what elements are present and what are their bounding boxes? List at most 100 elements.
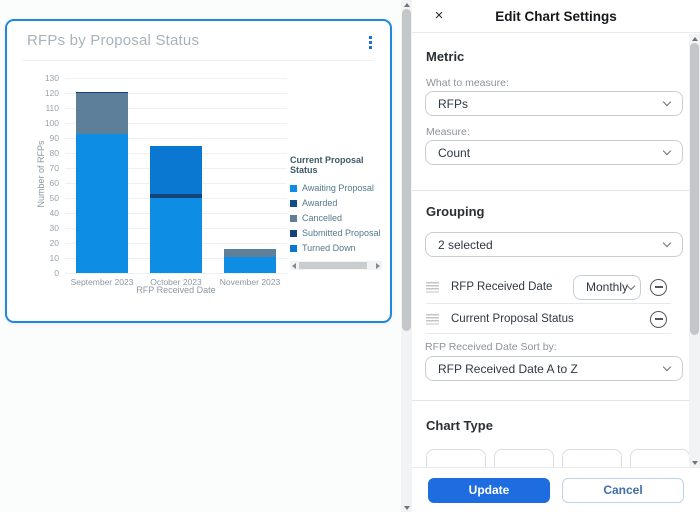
what-to-measure-select[interactable]: RFPs bbox=[425, 91, 683, 116]
measure-label: Measure: bbox=[426, 126, 470, 138]
close-icon[interactable]: × bbox=[434, 7, 444, 24]
update-button[interactable]: Update bbox=[428, 477, 550, 503]
panel-header: × Edit Chart Settings bbox=[412, 0, 700, 33]
scroll-down-icon[interactable] bbox=[689, 458, 700, 467]
gridline bbox=[65, 123, 287, 124]
legend-label: Submitted Proposal bbox=[302, 228, 381, 238]
grouping-row-label: Current Proposal Status bbox=[451, 313, 574, 325]
measure-select[interactable]: Count bbox=[425, 140, 683, 165]
scroll-up-icon[interactable] bbox=[401, 0, 412, 9]
grouping-row-rfp-received-date: RFP Received Date Monthly bbox=[426, 274, 671, 300]
bar-segment[interactable] bbox=[76, 91, 128, 93]
legend-item[interactable]: Awarded bbox=[290, 198, 390, 208]
legend-item[interactable]: Turned Down bbox=[290, 243, 390, 253]
legend-scrollbar-thumb[interactable] bbox=[299, 262, 367, 269]
gridline bbox=[65, 273, 287, 274]
chevron-down-icon bbox=[662, 146, 672, 156]
dashboard-area: RFPs by Proposal Status Number of RFPs R… bbox=[5, 19, 392, 323]
x-axis-title: RFP Received Date bbox=[136, 285, 216, 295]
remove-grouping-icon[interactable] bbox=[650, 310, 667, 328]
section-divider bbox=[412, 190, 689, 191]
legend-swatch bbox=[290, 184, 297, 192]
x-axis-tick: October 2023 bbox=[150, 277, 202, 287]
bar-segment[interactable] bbox=[150, 193, 202, 198]
panel-content: Metric What to measure: RFPs Measure: Co… bbox=[412, 34, 689, 467]
legend-label: Awarded bbox=[302, 198, 338, 208]
scroll-left-icon[interactable] bbox=[292, 262, 296, 269]
gridline bbox=[65, 78, 287, 79]
x-axis-tick: September 2023 bbox=[70, 277, 134, 287]
y-axis-tick: 80 bbox=[49, 148, 59, 158]
y-axis-tick: 120 bbox=[44, 88, 59, 98]
legend-label: Awaiting Proposal bbox=[302, 183, 374, 193]
stacked-bar-chart: Number of RFPs RFP Received Date 0 10 20 30… bbox=[7, 21, 390, 321]
page-scrollbar[interactable] bbox=[401, 0, 412, 512]
x-axis-tick: November 2023 bbox=[219, 277, 281, 287]
panel-scrollbar[interactable] bbox=[689, 34, 700, 467]
legend-item[interactable]: Cancelled bbox=[290, 213, 390, 223]
bar-segment[interactable] bbox=[150, 198, 202, 273]
panel-title: Edit Chart Settings bbox=[495, 9, 617, 24]
y-axis-tick: 30 bbox=[49, 223, 59, 233]
drag-handle-icon[interactable] bbox=[426, 313, 439, 325]
row-divider bbox=[426, 333, 671, 334]
chart-type-option[interactable] bbox=[426, 449, 486, 467]
metric-section-heading: Metric bbox=[426, 49, 465, 64]
grouping-section-heading: Grouping bbox=[426, 204, 485, 219]
interval-value: Monthly bbox=[586, 280, 629, 294]
y-axis-tick: 50 bbox=[49, 193, 59, 203]
chevron-down-icon bbox=[662, 238, 672, 248]
legend-item[interactable]: Submitted Proposal bbox=[290, 228, 390, 238]
y-axis-tick: 130 bbox=[44, 73, 59, 83]
y-axis-tick: 60 bbox=[49, 178, 59, 188]
legend-label: Turned Down bbox=[302, 243, 356, 253]
edit-chart-settings-panel: × Edit Chart Settings Metric What to mea… bbox=[412, 0, 700, 512]
what-to-measure-value: RFPs bbox=[438, 96, 468, 111]
chevron-down-icon bbox=[626, 281, 636, 290]
panel-scrollbar-thumb[interactable] bbox=[690, 43, 699, 335]
bar-segment[interactable] bbox=[76, 133, 128, 273]
interval-select[interactable]: Monthly bbox=[573, 274, 641, 300]
chart-type-options bbox=[426, 449, 689, 467]
chart-legend: Current Proposal Status Awaiting Proposa… bbox=[290, 155, 390, 270]
chart-type-option[interactable] bbox=[562, 449, 622, 467]
bar-segment[interactable] bbox=[150, 145, 202, 194]
scroll-up-icon[interactable] bbox=[689, 34, 700, 43]
grouping-row-current-proposal-status: Current Proposal Status bbox=[426, 308, 671, 330]
chart-type-option[interactable] bbox=[630, 449, 689, 467]
grouping-row-label: RFP Received Date bbox=[451, 281, 553, 293]
bar-segment[interactable] bbox=[224, 256, 276, 273]
bar-segment[interactable] bbox=[224, 249, 276, 257]
card-divider bbox=[23, 60, 374, 61]
scroll-right-icon[interactable] bbox=[376, 262, 380, 269]
y-axis-tick: 70 bbox=[49, 163, 59, 173]
bar-segment[interactable] bbox=[76, 93, 128, 134]
legend-scrollbar[interactable] bbox=[290, 261, 382, 270]
sort-by-select[interactable]: RFP Received Date A to Z bbox=[425, 356, 683, 381]
chevron-down-icon bbox=[662, 97, 672, 107]
what-to-measure-label: What to measure: bbox=[426, 77, 509, 89]
legend-title: Current Proposal Status bbox=[290, 155, 364, 175]
panel-footer: Update Cancel bbox=[412, 467, 700, 512]
legend-swatch bbox=[290, 244, 297, 252]
grouping-select[interactable]: 2 selected bbox=[425, 232, 683, 257]
chevron-down-icon bbox=[662, 362, 672, 372]
chart-card-title: RFPs by Proposal Status bbox=[27, 32, 200, 49]
legend-item[interactable]: Awaiting Proposal bbox=[290, 183, 390, 193]
y-axis-tick: 40 bbox=[49, 208, 59, 218]
page-scrollbar-thumb[interactable] bbox=[402, 9, 411, 331]
row-divider bbox=[426, 303, 671, 304]
y-axis-tick: 0 bbox=[54, 268, 59, 278]
drag-handle-icon[interactable] bbox=[426, 281, 439, 293]
gridline bbox=[65, 108, 287, 109]
grouping-selected-value: 2 selected bbox=[438, 237, 493, 252]
gridline bbox=[65, 138, 287, 139]
kebab-menu-icon[interactable] bbox=[367, 34, 374, 51]
remove-grouping-icon[interactable] bbox=[650, 278, 667, 296]
scroll-down-icon[interactable] bbox=[401, 503, 412, 512]
chart-type-option[interactable] bbox=[494, 449, 554, 467]
gridline bbox=[65, 93, 287, 94]
cancel-button[interactable]: Cancel bbox=[562, 477, 684, 503]
chart-card[interactable]: RFPs by Proposal Status Number of RFPs R… bbox=[5, 19, 392, 323]
legend-swatch bbox=[290, 199, 297, 207]
